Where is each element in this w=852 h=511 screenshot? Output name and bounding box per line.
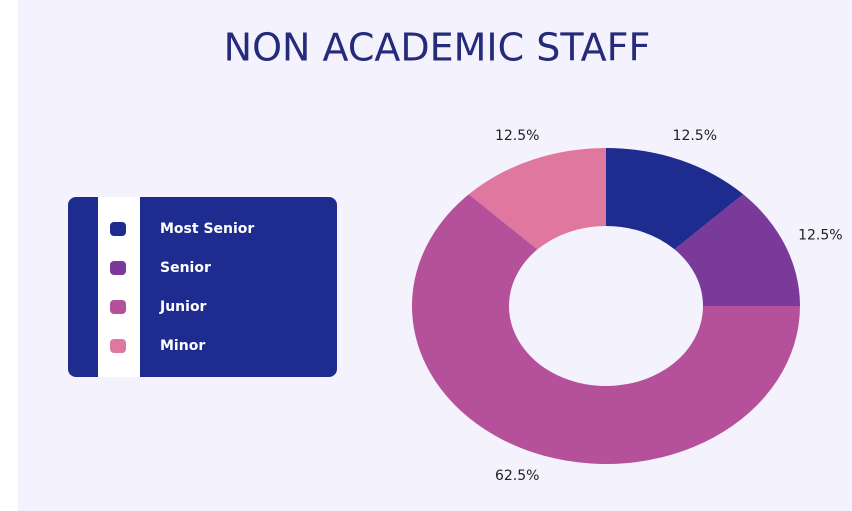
legend-marker	[110, 300, 126, 314]
legend-marker	[110, 222, 126, 236]
data-label: 62.5%	[495, 468, 539, 484]
donut-segment	[674, 194, 800, 306]
data-label: 12.5%	[495, 128, 539, 144]
donut-segment	[411, 194, 800, 465]
data-label: 12.5%	[798, 228, 842, 244]
donut-segment	[468, 148, 606, 250]
legend-label: Junior	[159, 299, 207, 315]
legend-label: Most Senior	[160, 221, 254, 237]
legend-marker	[110, 261, 126, 275]
legend-label: Minor	[160, 338, 205, 354]
legend-marker	[110, 339, 126, 353]
legend-label: Senior	[160, 260, 211, 276]
data-label: 12.5%	[673, 128, 717, 144]
donut-segment	[606, 148, 744, 250]
chart-title: NON ACADEMIC STAFF	[224, 26, 651, 70]
